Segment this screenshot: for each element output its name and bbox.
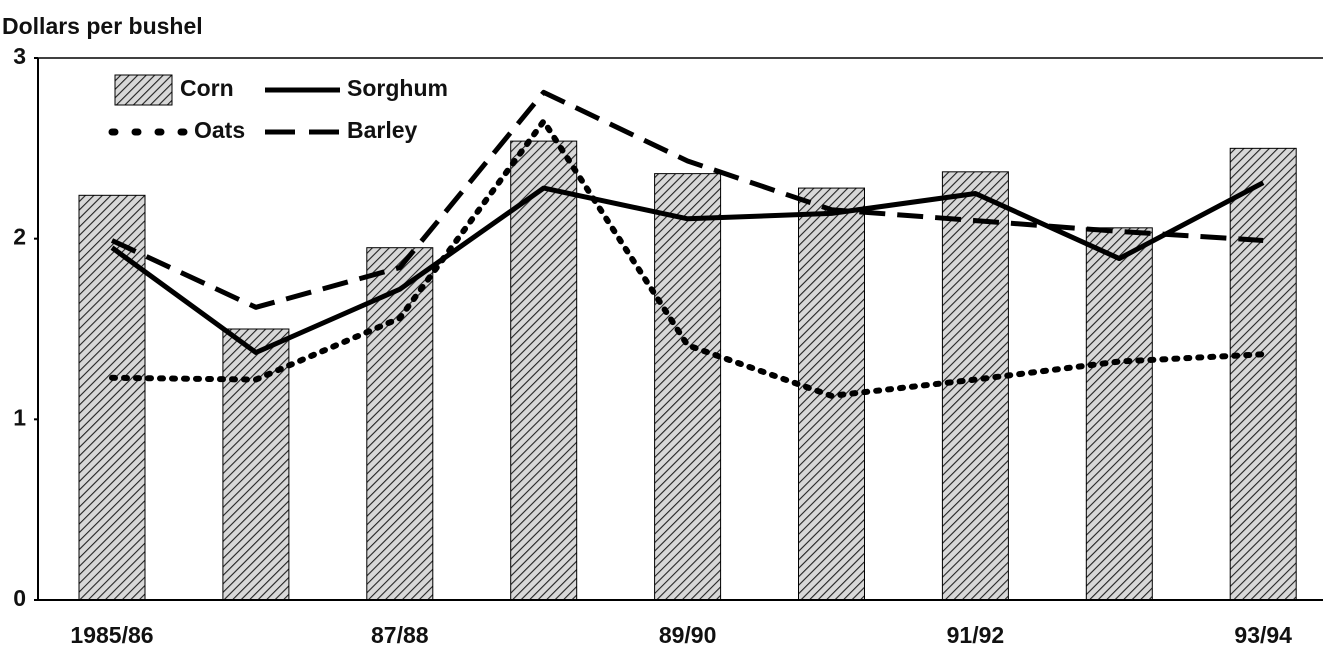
bar [222, 328, 290, 601]
x-tick-label: 89/90 [659, 622, 717, 648]
x-tick-label: 93/94 [1234, 622, 1292, 648]
y-tick-label: 2 [13, 224, 26, 250]
legend-label: Oats [194, 117, 245, 143]
bar [78, 194, 146, 601]
x-tick-label: 1985/86 [70, 622, 153, 648]
x-tick-label: 87/88 [371, 622, 429, 648]
x-tick-label: 91/92 [947, 622, 1005, 648]
legend-swatch [114, 74, 173, 106]
bar [654, 173, 722, 601]
y-tick-label: 0 [13, 585, 26, 611]
line-series [110, 89, 1264, 310]
y-tick-label: 1 [13, 404, 26, 430]
y-tick-label: 3 [13, 43, 26, 69]
legend-label: Barley [347, 117, 418, 143]
line-series [110, 180, 1265, 355]
bar [941, 171, 1009, 601]
legend-label: Corn [180, 75, 234, 101]
y-axis-label: Dollars per bushel [2, 13, 203, 39]
bar [510, 140, 578, 601]
legend-label: Sorghum [347, 75, 448, 101]
line-series [109, 118, 1267, 399]
bar [1085, 227, 1153, 601]
bar [1229, 147, 1297, 601]
